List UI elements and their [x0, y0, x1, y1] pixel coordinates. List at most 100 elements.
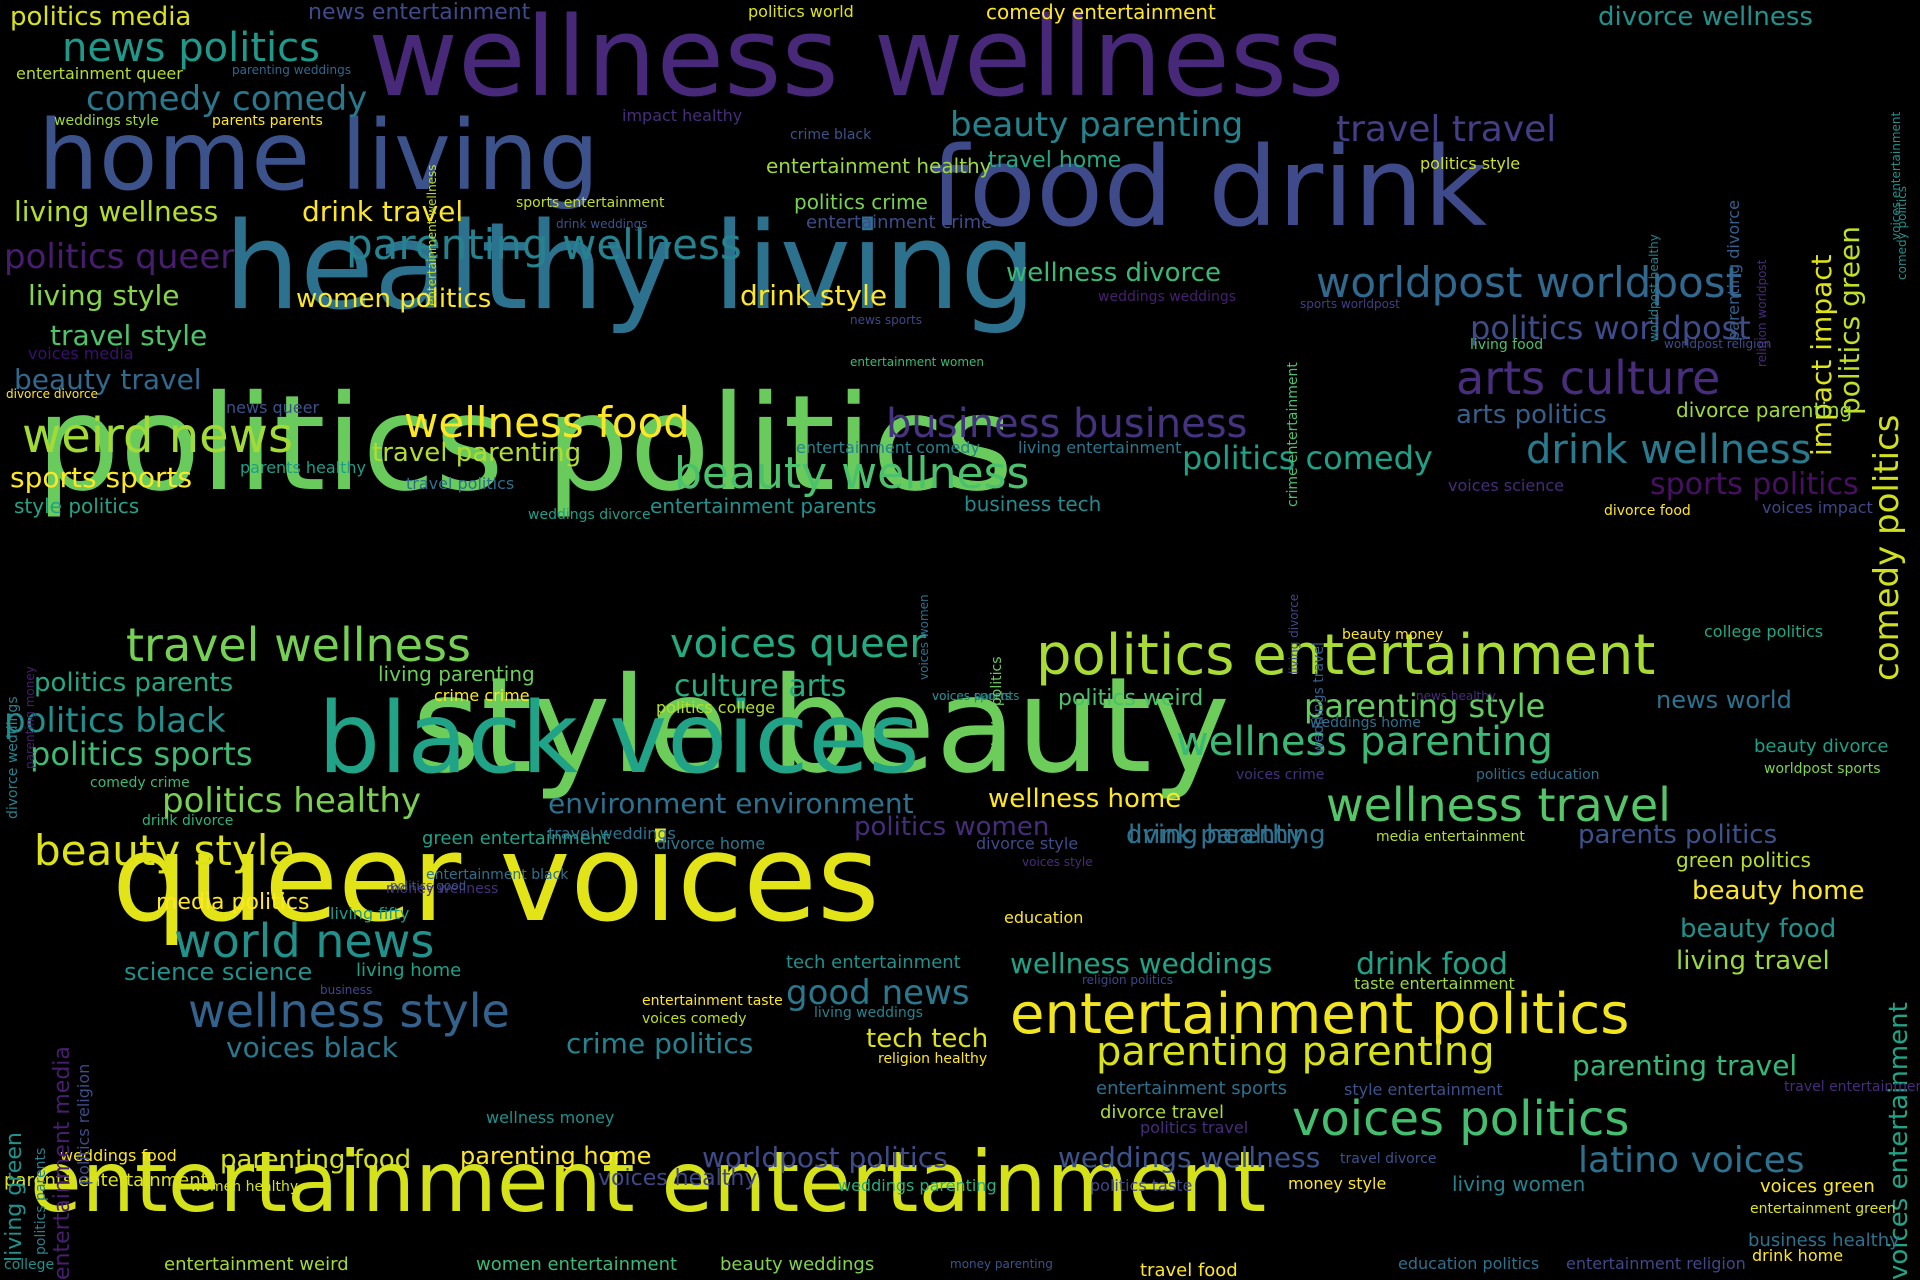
cloud-word: wellness food [404, 398, 690, 447]
cloud-word: crime entertainment [1285, 362, 1301, 507]
cloud-word: healthy living [224, 198, 1037, 337]
cloud-word: women healthy [190, 1179, 299, 1195]
cloud-word: entertainment entertainment [30, 1133, 1267, 1231]
cloud-word: divorce style [976, 834, 1079, 853]
cloud-word: living wellness [14, 195, 219, 228]
cloud-word: queer voices [112, 810, 880, 949]
cloud-word: travel home [988, 148, 1122, 173]
cloud-word: black voices [318, 682, 920, 796]
cloud-word: green entertainment [422, 828, 610, 849]
cloud-word: beauty parenting [950, 105, 1244, 145]
cloud-word: voices politics [1292, 1091, 1630, 1147]
cloud-word: money parenting [950, 1257, 1053, 1271]
cloud-word: food drink [930, 123, 1488, 251]
cloud-word: drink style [740, 279, 888, 312]
cloud-word: drink wellness [1526, 427, 1812, 473]
cloud-word: drink divorce [142, 813, 234, 829]
cloud-word: education politics [1398, 1254, 1540, 1273]
cloud-word: travel food [1140, 1260, 1238, 1280]
cloud-word: politics crime [794, 190, 928, 214]
cloud-word: parenting travel [1572, 1049, 1798, 1082]
cloud-word: parenting food [220, 1145, 412, 1175]
cloud-word: travel politics [406, 474, 515, 493]
cloud-word: entertainment media [50, 1046, 75, 1280]
cloud-word: religion worldpost [1755, 259, 1769, 367]
cloud-word: parenting divorce [1724, 200, 1743, 341]
cloud-word: entertainment weird [164, 1254, 349, 1275]
cloud-word: living style [28, 279, 180, 312]
cloud-word: living food [1470, 337, 1544, 353]
cloud-word: beauty wellness [674, 448, 1030, 499]
cloud-word: wellness wellness [368, 0, 1345, 121]
cloud-word: education [1004, 908, 1084, 927]
cloud-word: politics media [10, 2, 192, 32]
cloud-word: wellness travel [1326, 778, 1671, 832]
cloud-word: politics education [1476, 767, 1600, 783]
cloud-word: entertainment sports [1096, 1078, 1287, 1099]
cloud-word: weddings travel [1311, 642, 1327, 754]
cloud-word: drink home [1752, 1246, 1844, 1265]
cloud-word: tech entertainment [786, 952, 961, 973]
cloud-word: politics politics [36, 367, 1014, 521]
cloud-word: voices comedy [642, 1011, 747, 1027]
cloud-word: politics healthy [162, 781, 422, 821]
cloud-word: money style [1288, 1174, 1387, 1193]
cloud-word: politics religion [74, 1063, 93, 1185]
cloud-word: entertainment crime [806, 212, 993, 233]
cloud-word: entertainment queer [16, 64, 183, 83]
cloud-word: wellness home [988, 784, 1182, 814]
cloud-word: religion politics [1082, 973, 1173, 987]
cloud-word: living green [2, 1132, 27, 1262]
cloud-word: impact healthy [622, 106, 743, 125]
cloud-word: style entertainment [1344, 1080, 1503, 1099]
cloud-word: beauty money [1342, 627, 1444, 643]
cloud-word: parents politics [1578, 820, 1778, 850]
cloud-word: taste entertainment [1354, 974, 1515, 993]
cloud-word: women politics [296, 284, 492, 314]
cloud-word: wellness money [486, 1108, 615, 1127]
cloud-word: politics black [4, 701, 226, 741]
cloud-word: worldpost religion [1664, 337, 1772, 351]
cloud-word: living entertainment [1018, 438, 1182, 457]
cloud-word: culture arts [674, 669, 847, 704]
cloud-word: entertainment parents [650, 494, 877, 518]
cloud-word: beauty travel [14, 363, 202, 396]
cloud-word: politics parents [34, 668, 234, 698]
cloud-word: tech tech [866, 1024, 989, 1054]
cloud-word: crime crime [434, 686, 530, 705]
cloud-word: crime black [790, 127, 872, 143]
cloud-word: divorce home [656, 834, 766, 853]
cloud-word: voices science [1448, 476, 1564, 495]
cloud-word: comedy comedy [86, 79, 368, 119]
cloud-word: wellness style [188, 984, 510, 1038]
cloud-word: college [4, 1257, 55, 1273]
cloud-word: voices sports [932, 689, 1011, 703]
cloud-word: voices impact [1762, 498, 1873, 517]
cloud-word: beauty weddings [720, 1254, 875, 1275]
cloud-word: politics comedy [1182, 439, 1433, 477]
cloud-word: beauty divorce [1754, 736, 1889, 757]
cloud-word: science science [124, 958, 313, 986]
cloud-word: travel travel [1336, 109, 1557, 150]
cloud-word: travel parenting [372, 438, 582, 468]
cloud-word: parenting weddings [232, 63, 351, 77]
cloud-word: sports entertainment [516, 195, 665, 211]
cloud-word: drink weddings [556, 217, 648, 231]
cloud-word: news world [1656, 686, 1792, 714]
cloud-word: parenting money [23, 666, 37, 769]
cloud-word: divorce food [1604, 503, 1691, 519]
cloud-word: divorce parenting [1676, 398, 1853, 422]
cloud-word: politics college [656, 698, 776, 717]
cloud-word: travel entertainment [1784, 1079, 1920, 1095]
cloud-word: news entertainment [308, 0, 531, 25]
cloud-word: politics sports [30, 735, 253, 773]
cloud-word: sports politics [1650, 467, 1859, 502]
cloud-word: voices parents [932, 689, 1020, 703]
cloud-word: politics taste [1090, 1176, 1193, 1195]
cloud-word: beauty food [1680, 914, 1837, 944]
cloud-word: politics style [1420, 154, 1521, 173]
cloud-word: entertainment women [850, 355, 985, 369]
cloud-word: voices style [1022, 855, 1093, 869]
cloud-word: business healthy [1748, 1230, 1900, 1251]
